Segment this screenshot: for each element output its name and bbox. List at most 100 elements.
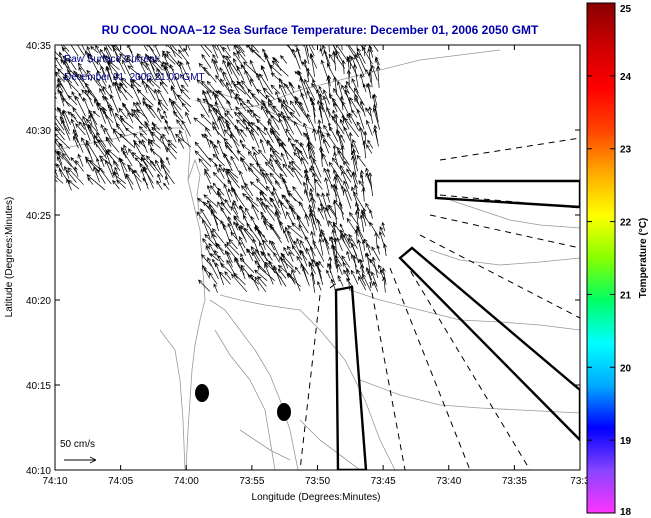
current-vector: [333, 151, 339, 166]
current-vector: [242, 118, 255, 141]
current-vector: [70, 118, 78, 138]
current-vector: [84, 50, 91, 64]
current-vector: [140, 168, 149, 190]
current-vector: [67, 179, 80, 190]
current-vector: [245, 207, 252, 219]
current-vector: [322, 153, 329, 167]
current-vector: [343, 160, 352, 173]
current-vector: [194, 150, 212, 168]
current-vector: [361, 46, 373, 65]
current-vector: [225, 198, 231, 209]
current-vector: [162, 133, 169, 143]
current-vector: [312, 79, 318, 89]
current-vector: [169, 45, 176, 57]
current-vector: [368, 67, 373, 88]
current-vector: [291, 244, 303, 261]
current-vector: [291, 269, 301, 292]
current-vector: [140, 157, 154, 178]
current-vector: [270, 225, 282, 244]
current-vector: [326, 132, 338, 149]
current-vector: [328, 256, 333, 269]
current-vector: [166, 147, 177, 160]
current-vector: [228, 238, 238, 250]
current-vector: [96, 101, 106, 124]
current-vector: [212, 121, 219, 136]
current-vector: [55, 86, 56, 88]
current-vector: [299, 76, 308, 99]
current-vector: [249, 59, 260, 81]
current-vector: [234, 95, 240, 105]
current-vector: [320, 228, 330, 250]
current-vector: [219, 271, 231, 285]
current-vector: [279, 77, 287, 95]
current-vector: [73, 70, 85, 89]
current-vector: [164, 119, 169, 129]
current-vector: [201, 53, 212, 69]
current-vector: [250, 78, 260, 94]
current-vector: [85, 118, 100, 135]
current-vector: [233, 199, 239, 209]
current-vector: [368, 171, 373, 197]
current-vector: [124, 127, 134, 135]
current-vector: [316, 99, 322, 118]
current-vector: [304, 78, 316, 101]
current-vector: [247, 45, 252, 53]
current-vector: [105, 54, 113, 75]
current-vector: [113, 160, 121, 171]
current-vector: [339, 223, 345, 232]
current-vector: [86, 174, 106, 191]
current-vector: [236, 50, 247, 63]
current-vector: [310, 100, 316, 124]
current-vector: [110, 106, 120, 130]
current-vector: [356, 207, 361, 219]
current-vector: [351, 109, 358, 118]
current-vector: [259, 138, 266, 154]
current-vector: [201, 218, 211, 239]
current-vector: [230, 155, 240, 173]
current-vector: [283, 83, 296, 100]
current-vector: [217, 90, 231, 105]
current-vector: [233, 221, 239, 231]
current-vector: [224, 243, 239, 262]
current-vector: [320, 101, 330, 123]
current-vector: [280, 110, 289, 130]
current-vector: [104, 95, 112, 117]
current-vector: [329, 126, 339, 142]
current-vector: [198, 158, 210, 172]
current-vector: [235, 45, 246, 57]
current-vector: [85, 89, 94, 107]
current-vector: [341, 59, 346, 75]
current-vector: [203, 194, 219, 208]
current-vector: [75, 95, 86, 117]
current-vector: [236, 150, 246, 159]
current-vector: [204, 170, 212, 185]
current-vector: [310, 165, 322, 184]
current-vector: [212, 125, 226, 141]
current-vector: [197, 97, 210, 118]
current-vector: [140, 153, 156, 172]
colorbar-tick-label: 24: [620, 72, 632, 83]
current-vector: [265, 172, 273, 184]
current-vector: [149, 160, 164, 178]
current-vector: [336, 129, 344, 153]
current-vector: [253, 151, 262, 172]
current-vector: [341, 45, 343, 51]
current-vector: [267, 120, 280, 136]
current-vector: [163, 182, 170, 190]
current-vector: [138, 125, 148, 136]
current-vector: [358, 180, 366, 190]
current-vector: [356, 51, 366, 71]
current-vector: [352, 138, 359, 155]
current-vector: [368, 45, 374, 53]
current-vector: [157, 101, 164, 111]
current-vector: [359, 264, 364, 280]
current-vector: [163, 53, 176, 65]
current-vector: [136, 101, 150, 123]
current-vector: [211, 233, 218, 245]
current-vector: [286, 116, 296, 124]
current-vector: [366, 144, 373, 154]
current-vector: [96, 70, 107, 87]
current-vector: [212, 171, 225, 185]
current-vector: [141, 45, 149, 52]
